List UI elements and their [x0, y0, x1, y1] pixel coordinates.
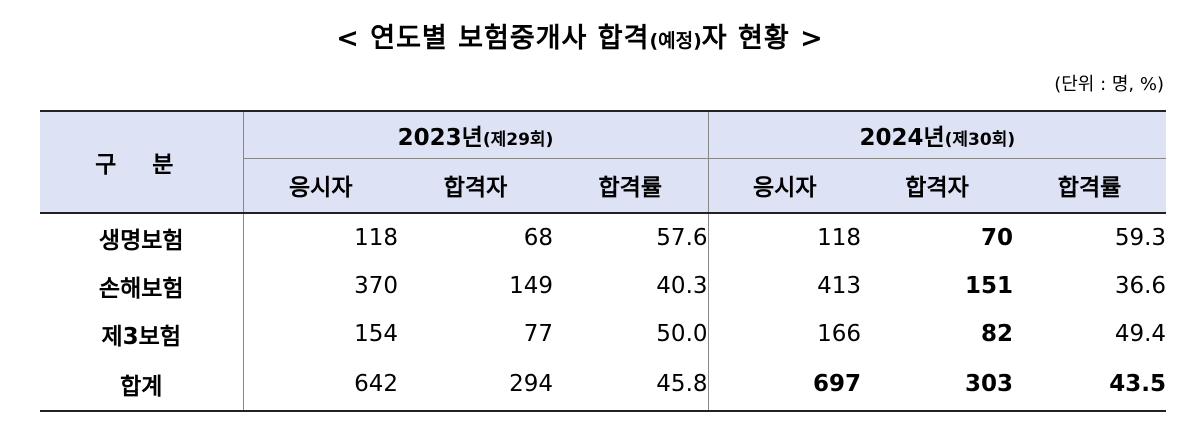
table-cell: 166: [707, 310, 862, 358]
row-label: 제3보험: [40, 310, 244, 358]
table-cell: 149: [509, 273, 553, 299]
table-cell: 118: [354, 225, 398, 251]
sub-header-passers-2023: 합격자: [398, 157, 553, 213]
category-header: 구 분: [40, 111, 244, 213]
year-2023-header: 2023년(제29회): [243, 111, 708, 158]
table-cell: 294: [398, 358, 553, 412]
stats-table: 구 분 2023년(제29회) 2024년(제30회) 응시자 합격자 합격률 …: [40, 110, 1167, 412]
table-row: 손해보험 370 149 40.3 413 151 36.6: [40, 262, 1166, 310]
table-cell: 151: [965, 273, 1014, 299]
title-main-after: 자 현황 >: [701, 23, 824, 54]
header-row-years: 구 분 2023년(제29회) 2024년(제30회): [40, 111, 1167, 213]
row-label: 합계: [40, 358, 244, 412]
page-title: < 연도별 보험중개사 합격(예정)자 현황 >: [0, 16, 1160, 55]
table-cell: 68: [523, 225, 553, 251]
table-cell: 154: [354, 321, 398, 347]
year-2024-header: 2024년(제30회): [707, 111, 1167, 158]
table-cell: 413: [707, 262, 862, 310]
title-main-before: < 연도별 보험중개사 합격: [336, 23, 650, 54]
round-29: (제29회): [482, 129, 554, 150]
year-2023: 2023년: [397, 124, 483, 151]
table-cell: 36.6: [1114, 273, 1167, 299]
table-cell: 370: [354, 273, 398, 299]
sub-header-passers-2024: 합격자: [861, 157, 1014, 213]
table-cell: 49.4: [1114, 321, 1167, 347]
row-label: 손해보험: [40, 262, 244, 310]
row-label: 생명보험: [40, 213, 244, 262]
table-cell: 40.3: [656, 273, 708, 299]
table-cell: 642: [243, 358, 398, 412]
table-cell: 697: [707, 358, 862, 412]
header-row-sub: 응시자 합격자 합격률 응시자 합격자 합격률: [40, 157, 1167, 213]
table-row: 생명보험 118 68 57.6 118 70 59.3: [40, 213, 1166, 262]
table-cell: 43.5: [1013, 358, 1167, 412]
table-cell: 45.8: [553, 358, 709, 412]
table-cell: 57.6: [656, 225, 708, 251]
sub-header-applicants-2023: 응시자: [243, 157, 398, 213]
table-row-total: 합계 642 294 45.8 697 303 43.5: [40, 358, 1167, 412]
table-cell: 303: [861, 358, 1014, 412]
unit-label: (단위 : 명, %): [1054, 74, 1164, 95]
table-cell: 118: [707, 213, 862, 262]
title-paren: (예정): [649, 30, 702, 52]
table-cell: 59.3: [1114, 225, 1167, 251]
table-cell: 82: [981, 321, 1014, 347]
table-cell: 77: [523, 321, 553, 347]
sub-header-rate-2023: 합격률: [553, 157, 709, 213]
table-cell: 70: [981, 225, 1014, 251]
table-row: 제3보험 154 77 50.0 166 82 49.4: [40, 310, 1166, 358]
table-cell: 50.0: [656, 321, 708, 347]
sub-header-applicants-2024: 응시자: [707, 157, 862, 213]
year-2024: 2024년: [859, 124, 945, 151]
sub-header-rate-2024: 합격률: [1013, 157, 1167, 213]
round-30: (제30회): [944, 129, 1016, 150]
